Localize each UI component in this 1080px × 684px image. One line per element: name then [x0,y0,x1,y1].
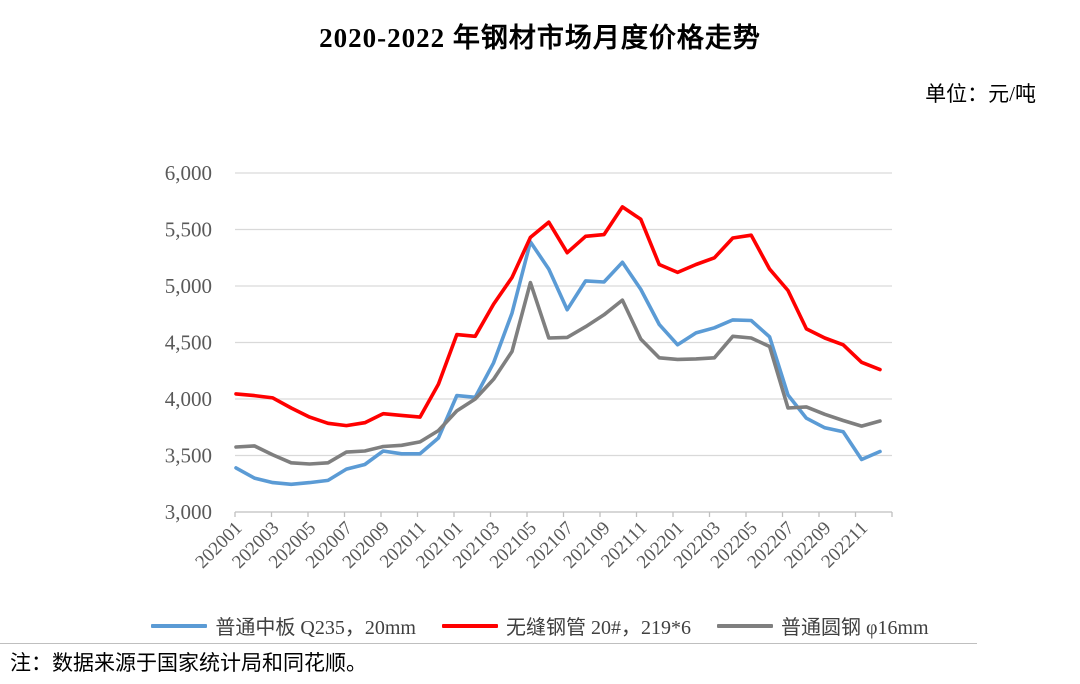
source-note: 注：数据来源于国家统计局和同花顺。 [10,651,367,675]
chart-legend: 普通中板 Q235，20mm 无缝钢管 20#，219*6 普通圆钢 φ16mm [0,611,1080,640]
y-tick-label: 6,000 [165,161,212,185]
y-tick-label: 5,500 [165,218,212,242]
chart-title: 2020-2022 年钢材市场月度价格走势 [319,23,761,53]
unit-label: 单位：元/吨 [925,82,1036,106]
y-tick-label: 3,500 [165,444,212,468]
y-tick-label: 4,500 [165,331,212,355]
legend-item-seamless-pipe: 无缝钢管 20#，219*6 [441,611,691,640]
y-tick-label: 4,000 [165,387,212,411]
series-line-2 [234,280,882,466]
legend-line-swatch-red [441,623,498,628]
y-tick-label: 5,000 [165,274,212,298]
series-line-1 [234,205,882,428]
legend-item-plate: 普通中板 Q235，20mm [151,611,416,640]
legend-label: 普通圆钢 φ16mm [780,617,929,639]
legend-label: 无缝钢管 20#，219*6 [505,617,691,639]
series-line-0 [234,240,882,487]
y-tick-label: 3,000 [165,500,212,524]
footer-separator-line [0,643,977,644]
legend-item-round-bar: 普通圆钢 φ16mm [716,611,929,640]
legend-line-swatch-blue [151,623,208,628]
legend-label: 普通中板 Q235，20mm [215,617,416,639]
legend-line-swatch-gray [716,623,773,628]
